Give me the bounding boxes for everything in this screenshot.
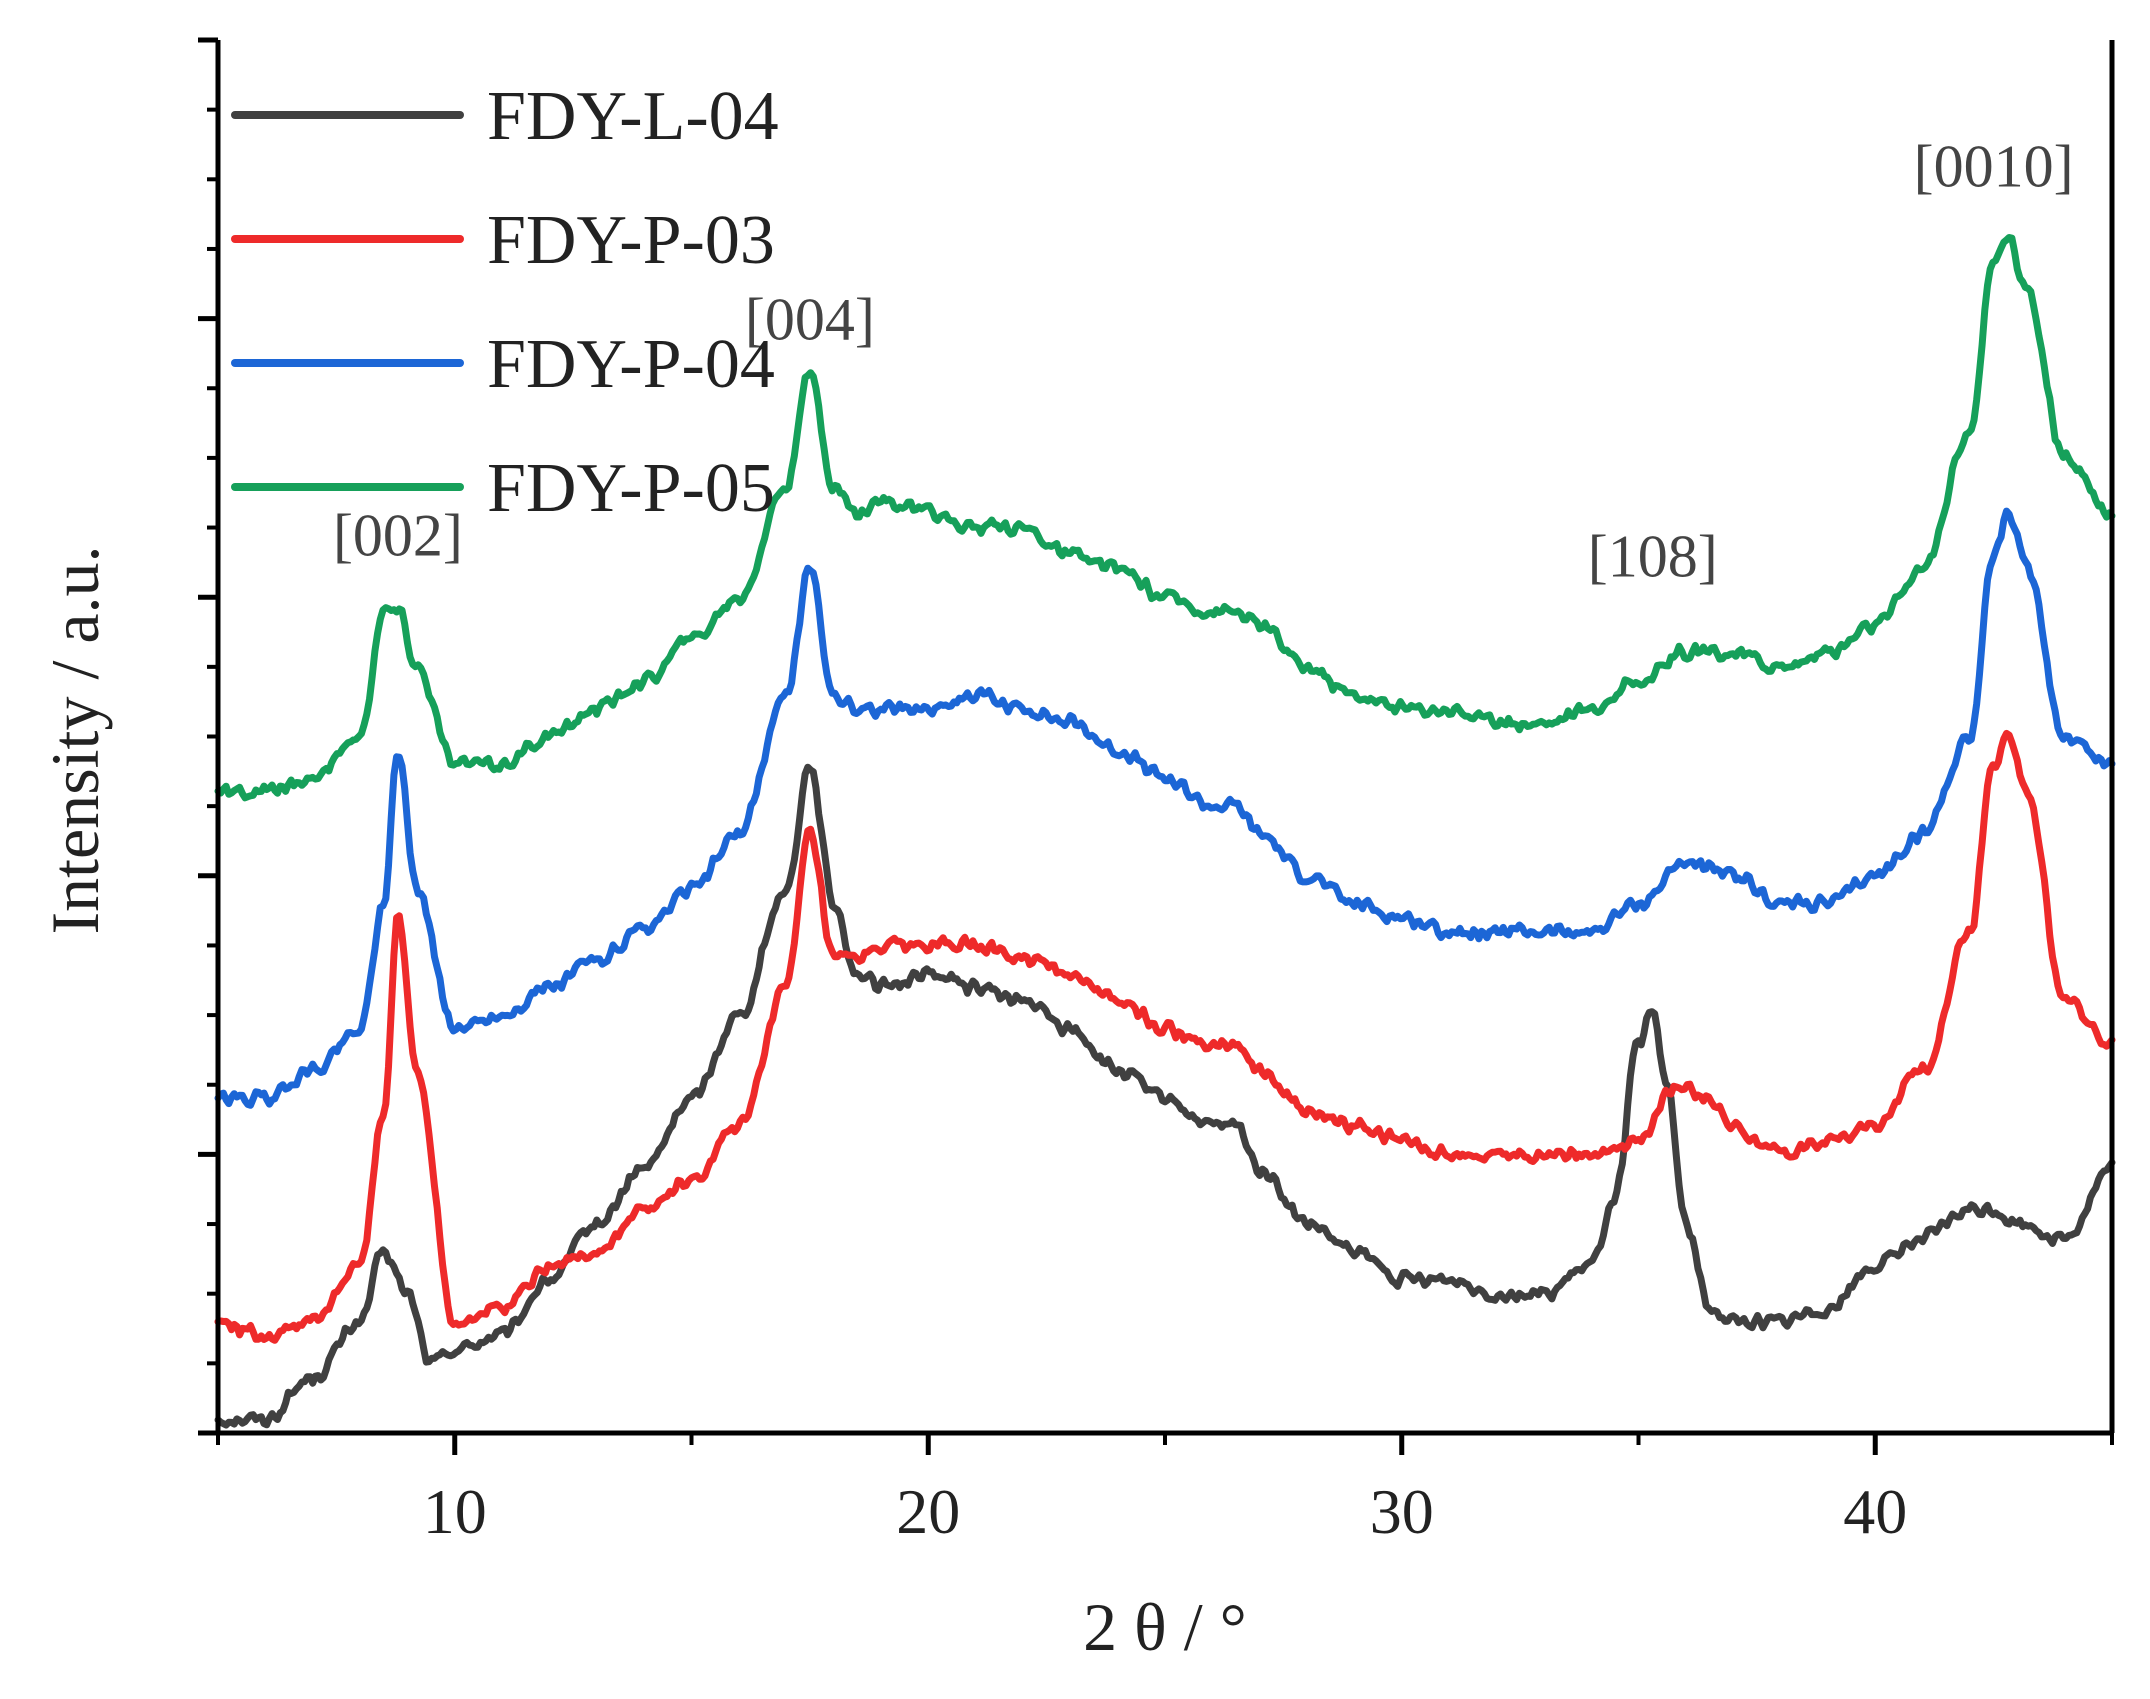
- legend-label: FDY-P-04: [487, 326, 775, 403]
- x-tick-label: 30: [1370, 1476, 1434, 1547]
- series-lines: [214, 234, 2116, 1429]
- series-line-fdy-l-04: [214, 763, 2116, 1429]
- legend-label: FDY-L-04: [487, 78, 779, 155]
- x-tick-label: 20: [896, 1476, 960, 1547]
- x-tick-label: 40: [1843, 1476, 1907, 1547]
- legend-label: FDY-P-03: [487, 202, 775, 279]
- y-axis-title: Intensity / a.u.: [37, 545, 113, 934]
- series-line-fdy-p-04: [214, 507, 2116, 1109]
- series-line-fdy-p-05: [214, 234, 2116, 802]
- y-ticks: [198, 37, 218, 1436]
- x-ticks: 10 20 30 40: [216, 1433, 2114, 1547]
- x-tick-label: 10: [423, 1476, 487, 1547]
- x-axis-title: 2 θ / °: [1083, 1589, 1247, 1665]
- peak-annotations: [002] [004] [108] [0010]: [333, 133, 2074, 589]
- legend-label: FDY-P-05: [487, 450, 775, 527]
- series-line-fdy-p-03: [214, 729, 2116, 1344]
- peak-label: [0010]: [1914, 133, 2074, 199]
- legend: FDY-L-04 FDY-P-03 FDY-P-04 FDY-P-05: [231, 78, 779, 527]
- peak-label: [004]: [745, 286, 875, 352]
- peak-label: [108]: [1588, 523, 1718, 589]
- peak-label: [002]: [333, 502, 463, 568]
